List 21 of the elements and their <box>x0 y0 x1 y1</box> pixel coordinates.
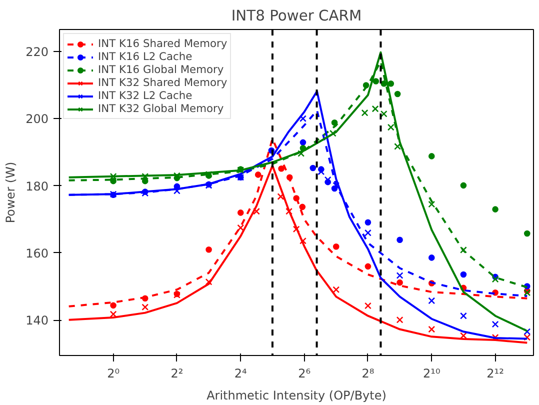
x-tick-label: 2⁸ <box>362 366 374 380</box>
legend-label: INT K32 Shared Memory <box>98 76 228 89</box>
y-tick-label: 160 <box>26 246 48 260</box>
x-tick-label: 2⁴ <box>234 366 248 380</box>
legend-label: INT K32 L2 Cache <box>98 89 192 102</box>
legend-label: INT K16 Global Memory <box>98 63 224 76</box>
legend-label: INT K16 L2 Cache <box>98 50 192 63</box>
y-axis-title: Power (W) <box>4 162 18 224</box>
legend-label: INT K32 Global Memory <box>98 102 224 115</box>
x-axis-title: Arithmetic Intensity (OP/Byte) <box>206 388 386 402</box>
chart-title: INT8 Power CARM <box>231 8 362 24</box>
y-tick-label: 200 <box>26 112 48 126</box>
x-tick-label: 2¹⁰ <box>423 366 440 380</box>
x-tick-label: 2¹² <box>486 366 504 380</box>
x-tick-label: 2⁰ <box>107 366 120 380</box>
x-tick-label: 2² <box>170 366 184 380</box>
y-tick-label: 180 <box>26 179 48 194</box>
legend-label: INT K16 Shared Memory <box>98 37 228 50</box>
y-tick-label: 220 <box>26 44 48 59</box>
x-tick-label: 2⁶ <box>298 366 311 380</box>
y-tick-label: 140 <box>26 314 48 328</box>
